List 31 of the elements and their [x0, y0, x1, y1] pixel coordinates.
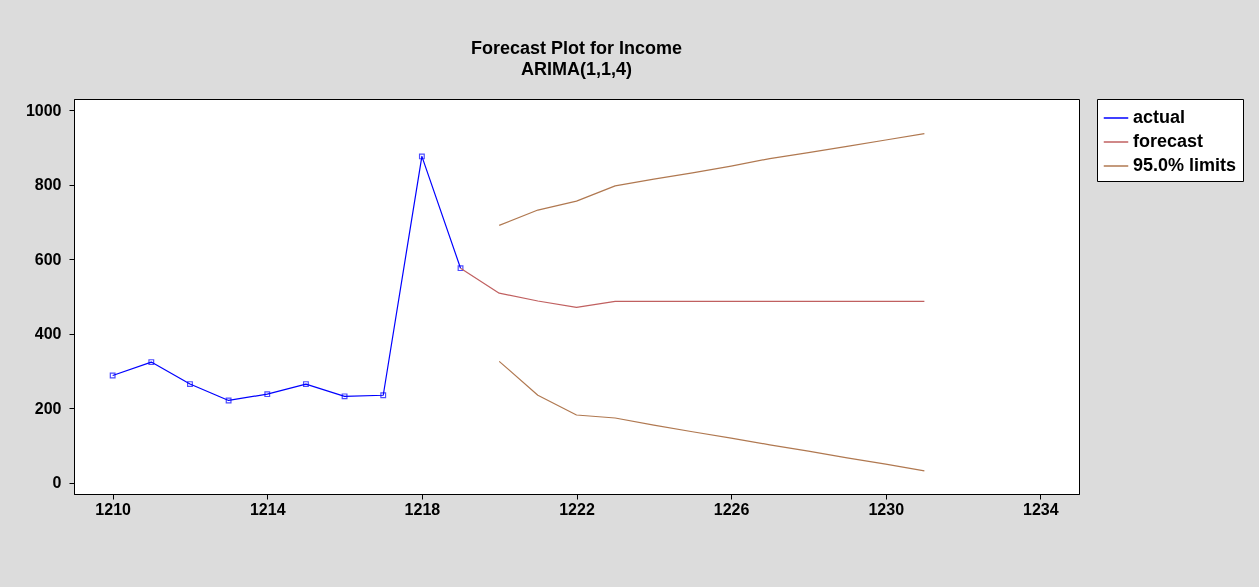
point — [148, 359, 155, 366]
y-tick-label: 200 — [34, 399, 62, 417]
x-tick-label: 1222 — [559, 500, 595, 518]
line-series — [498, 133, 925, 226]
x-tick-label: 1210 — [95, 500, 132, 518]
y-tick-label: 400 — [34, 325, 62, 343]
legend-label: forecast — [1133, 131, 1204, 151]
chart-subtitle: ARIMA(1,1,4) — [520, 59, 633, 79]
x-tick-label: 1234 — [1023, 500, 1059, 518]
point — [187, 381, 193, 388]
point — [264, 391, 271, 398]
line-series — [459, 267, 925, 308]
point — [302, 381, 309, 388]
point — [225, 397, 232, 404]
y-tick-label: 1000 — [25, 101, 62, 119]
point — [457, 265, 464, 272]
x-tick-label: 1214 — [249, 500, 286, 518]
x-tick-label: 1226 — [713, 500, 750, 518]
y-tick-label: 600 — [34, 250, 62, 268]
point — [109, 372, 116, 379]
point — [418, 153, 425, 160]
chart-title: Forecast Plot for Income — [470, 38, 683, 58]
line-series — [498, 360, 925, 472]
y-tick-label: 800 — [34, 176, 62, 194]
x-tick-label: 1230 — [868, 500, 905, 518]
legend-label: 95.0% limits — [1133, 155, 1237, 175]
legend-label: actual — [1133, 107, 1186, 127]
point — [380, 392, 387, 399]
point — [341, 393, 348, 400]
y-tick-label: 0 — [52, 474, 62, 492]
x-tick-label: 1218 — [404, 500, 441, 518]
